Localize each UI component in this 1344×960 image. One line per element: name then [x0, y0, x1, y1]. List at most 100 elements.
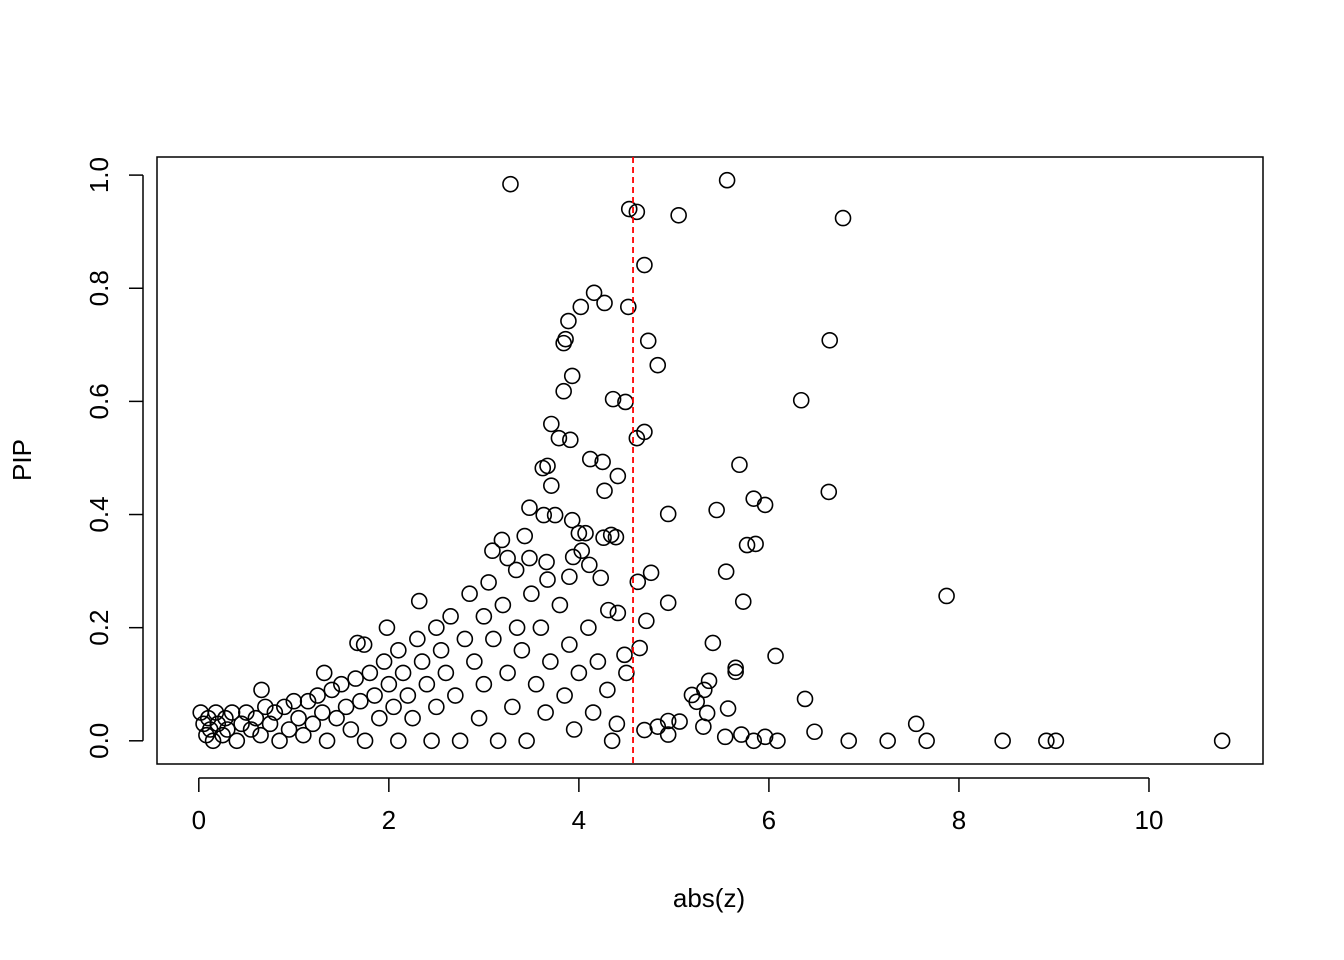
x-axis-label: abs(z)	[673, 883, 745, 913]
point	[698, 704, 716, 722]
point	[413, 653, 431, 670]
point	[629, 573, 647, 591]
point	[628, 203, 646, 221]
point	[507, 561, 525, 579]
point	[616, 646, 633, 664]
point	[527, 675, 545, 693]
point	[428, 619, 445, 636]
y-tick-label: 0.0	[84, 723, 114, 759]
point	[659, 726, 677, 743]
point	[347, 670, 364, 687]
point	[456, 630, 474, 648]
point	[521, 549, 538, 567]
point	[352, 692, 369, 710]
point	[659, 712, 677, 730]
point	[556, 687, 573, 704]
point	[608, 715, 626, 733]
point	[671, 713, 688, 730]
point	[485, 630, 502, 648]
point	[561, 568, 578, 586]
point	[570, 664, 588, 682]
point	[437, 664, 455, 682]
point	[266, 704, 284, 721]
x-tick-label: 8	[952, 805, 966, 835]
point	[580, 619, 597, 636]
point	[470, 709, 488, 727]
point	[399, 687, 417, 704]
point	[570, 524, 588, 542]
point	[573, 542, 591, 560]
point	[595, 529, 612, 547]
point	[390, 732, 407, 750]
point	[792, 391, 810, 409]
point	[261, 715, 279, 733]
point	[499, 549, 516, 567]
point	[238, 704, 255, 721]
point	[499, 664, 516, 682]
point	[708, 501, 725, 519]
point	[577, 524, 594, 542]
point	[563, 511, 581, 529]
point	[390, 641, 407, 659]
point	[734, 593, 752, 610]
point	[314, 704, 331, 721]
point	[581, 556, 598, 574]
point	[480, 574, 497, 591]
point	[276, 698, 293, 716]
point	[628, 429, 646, 447]
y-tick-label: 0.6	[84, 383, 114, 419]
point	[659, 594, 677, 612]
point	[385, 698, 402, 716]
point	[309, 687, 326, 704]
point	[756, 496, 774, 514]
point	[704, 634, 722, 652]
point	[380, 675, 398, 693]
point	[638, 612, 655, 630]
point	[607, 528, 625, 546]
point	[461, 585, 478, 603]
point	[670, 206, 687, 224]
y-tick-label: 0.8	[84, 270, 114, 306]
x-tick-label: 2	[382, 805, 396, 835]
point	[767, 647, 784, 665]
point	[304, 715, 322, 733]
point	[727, 659, 744, 677]
point	[834, 209, 852, 227]
point	[994, 732, 1011, 750]
point	[366, 687, 383, 704]
point	[378, 619, 396, 636]
point	[542, 653, 559, 670]
point	[596, 482, 613, 500]
point	[290, 709, 307, 727]
x-tick-label: 0	[192, 805, 206, 835]
point	[592, 569, 610, 587]
point	[769, 732, 786, 750]
point	[315, 664, 333, 682]
point	[565, 721, 583, 738]
point	[649, 356, 667, 374]
point	[356, 732, 374, 750]
point	[604, 390, 622, 408]
point	[563, 367, 581, 385]
point	[432, 641, 450, 659]
x-tick-label: 6	[762, 805, 776, 835]
point	[718, 171, 736, 189]
point	[493, 531, 511, 549]
point	[636, 721, 653, 739]
point	[589, 653, 607, 670]
point	[333, 675, 350, 693]
point	[534, 459, 552, 477]
point	[609, 604, 627, 622]
point	[738, 536, 756, 554]
point	[518, 732, 535, 750]
point	[1038, 732, 1055, 750]
point	[371, 709, 388, 727]
point	[409, 630, 426, 648]
point	[599, 681, 616, 699]
x-tick-label: 4	[572, 805, 586, 835]
point	[562, 431, 579, 449]
point	[447, 687, 464, 704]
point	[252, 726, 269, 744]
point	[820, 483, 838, 501]
point	[584, 704, 602, 721]
